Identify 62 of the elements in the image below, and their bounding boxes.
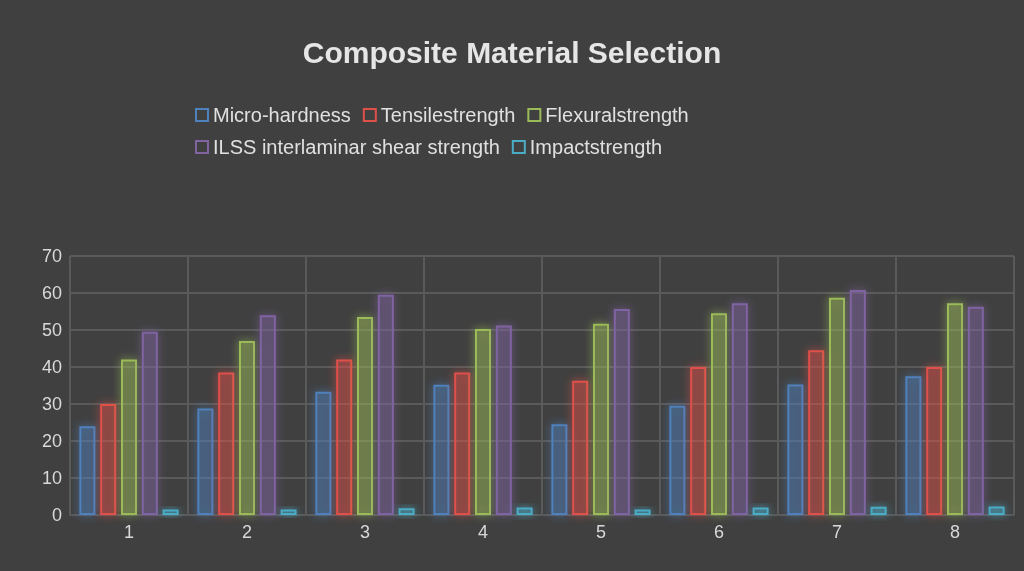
bar: [218, 372, 235, 515]
chart-title: Composite Material Selection: [302, 35, 722, 69]
bar: [870, 506, 887, 515]
bar: [731, 303, 748, 515]
bar: [849, 290, 866, 515]
bar: [454, 372, 471, 515]
bar: [100, 404, 117, 515]
y-tick-label: 70: [41, 246, 62, 266]
bar: [551, 424, 568, 515]
y-tick-label: 30: [41, 394, 62, 414]
bar: [315, 391, 332, 515]
x-tick-label: 7: [831, 522, 843, 542]
x-tick-label: 5: [595, 522, 607, 542]
bar: [988, 506, 1005, 515]
y-tick-label: 40: [41, 357, 62, 377]
bar: [259, 315, 276, 515]
x-tick-label: 3: [359, 522, 371, 542]
bar: [377, 294, 394, 515]
legend-label: ILSS interlaminar shear strength: [213, 136, 500, 158]
legend-label: Impactstrength: [529, 136, 663, 158]
bar: [239, 341, 255, 515]
y-tick-label: 50: [41, 320, 62, 340]
bar: [752, 507, 769, 515]
bar: [829, 297, 845, 515]
bar: [613, 308, 630, 515]
x-tick-label: 2: [241, 522, 253, 542]
bar: [475, 328, 491, 515]
bar: [495, 325, 512, 515]
bar: [926, 367, 943, 515]
bar: [398, 508, 415, 515]
bar: [905, 376, 922, 515]
bar: [669, 405, 686, 515]
bar: [787, 384, 804, 515]
bar: [947, 303, 963, 515]
bar: [593, 323, 609, 515]
bar: [711, 313, 727, 515]
y-tick-label: 0: [51, 505, 62, 525]
bar: [634, 509, 651, 515]
y-tick-label: 10: [41, 468, 62, 488]
bar: [516, 507, 533, 515]
bar: [197, 408, 214, 515]
bar: [162, 509, 179, 515]
bar: [572, 380, 589, 515]
bar: [357, 317, 373, 515]
x-tick-label: 8: [949, 522, 961, 542]
y-tick-label: 60: [41, 283, 62, 303]
bar: [121, 359, 137, 515]
legend-label: Tensilestrength: [380, 104, 516, 126]
legend-label: Flexuralstrength: [545, 104, 689, 126]
legend-label: Micro-hardness: [213, 104, 351, 126]
bar: [808, 350, 825, 515]
x-tick-label: 4: [477, 522, 489, 542]
bar: [336, 359, 353, 515]
y-tick-label: 20: [41, 431, 62, 451]
bar: [280, 509, 297, 515]
bar: [141, 331, 158, 515]
bar: [690, 367, 707, 515]
x-tick-label: 1: [123, 522, 135, 542]
bar: [433, 384, 450, 515]
bar: [79, 426, 96, 515]
bar: [967, 306, 984, 515]
x-tick-label: 6: [713, 522, 725, 542]
